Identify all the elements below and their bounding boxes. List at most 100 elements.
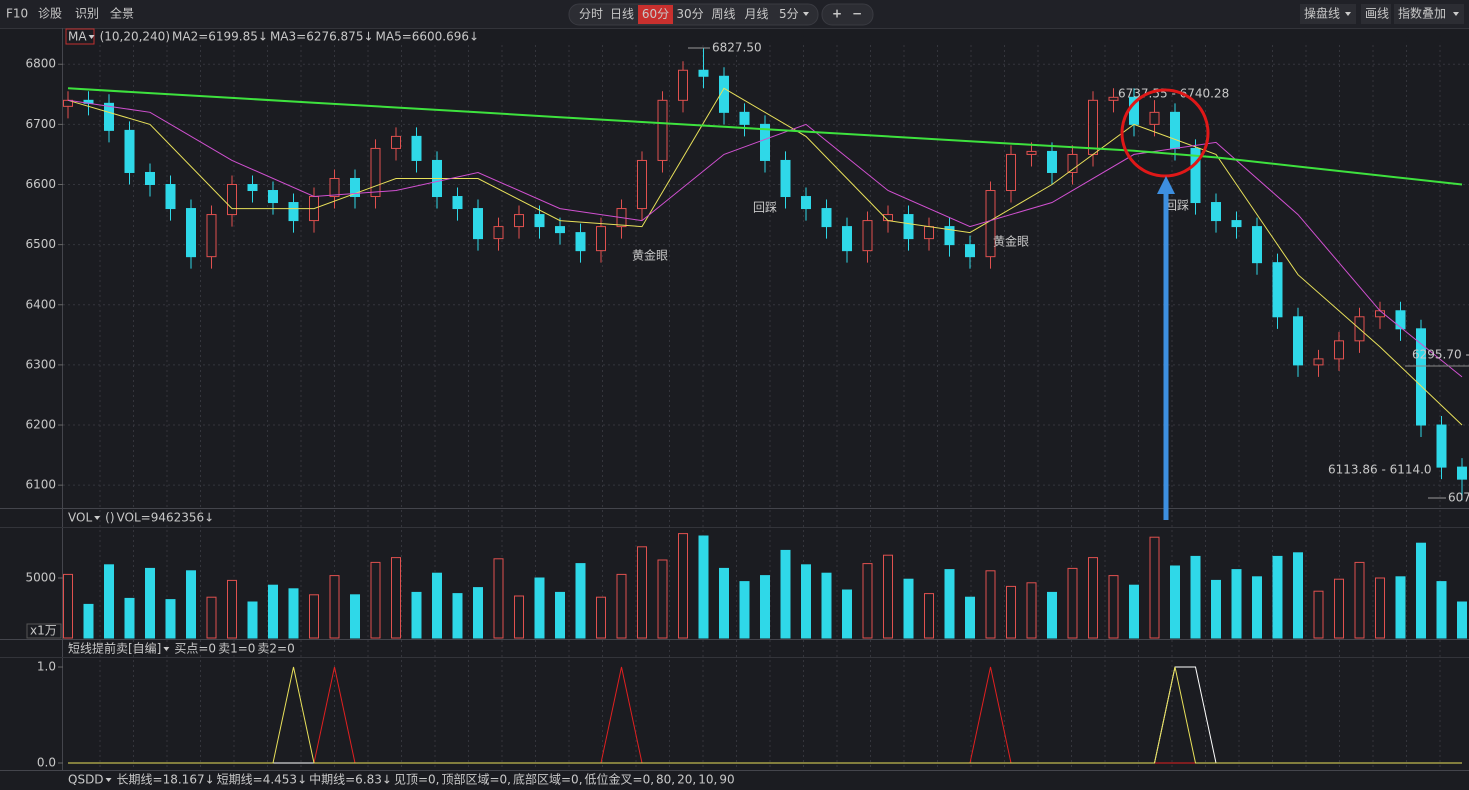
candle-body (1416, 328, 1426, 426)
candle-body (206, 214, 217, 258)
candle-body (1313, 358, 1324, 366)
volume-bar (637, 546, 647, 639)
candle-body (1395, 310, 1406, 330)
candle-body (821, 208, 832, 228)
tab-group (568, 3, 819, 26)
tab[interactable]: 30分 (676, 7, 703, 21)
toolbar-button[interactable]: 全景 (110, 6, 134, 21)
candle-body (842, 226, 852, 252)
volume-bar (452, 593, 463, 639)
candle-body (575, 232, 586, 252)
tab[interactable]: 60分 (642, 7, 669, 21)
toolbar-button[interactable]: F10 (6, 7, 28, 21)
volume-bar (247, 601, 258, 639)
volume-bar (965, 596, 975, 639)
highlight-arrow-head (1157, 176, 1175, 194)
volume-bar (801, 564, 811, 639)
volume-bar (555, 591, 565, 639)
candle-body (1334, 340, 1344, 360)
volume-bar (124, 597, 135, 639)
moving-average-line (67, 87, 1463, 426)
annotation: 黄金眼 (632, 248, 668, 263)
candle-body (391, 135, 401, 149)
legend-item: 买点=0 (174, 642, 216, 656)
dropdown-caret (163, 647, 170, 651)
candle-body (1108, 96, 1119, 101)
annotation: 回踩 (753, 201, 777, 215)
volume-bar (83, 603, 94, 639)
volume-bar (411, 591, 422, 639)
indicator-box (65, 28, 95, 45)
volume-bar (186, 570, 196, 639)
zoom-button[interactable]: − (852, 7, 862, 21)
candle-body (1252, 226, 1262, 264)
annotation: 6827.50 (712, 41, 762, 55)
toolbar-button[interactable]: 诊股 (38, 7, 62, 21)
legend-item: 底部区域=0, (513, 772, 583, 787)
signal-line (68, 666, 1462, 764)
legend-item: (10,20,240) (100, 30, 170, 44)
dropdown-caret (94, 516, 101, 520)
candle-body (165, 184, 176, 210)
candle-body (329, 177, 340, 198)
tab[interactable]: 分时 (579, 7, 603, 21)
volume-bar (534, 577, 545, 639)
volume-bar (1190, 555, 1201, 639)
legend-item: 长期线=18.167↓ (117, 773, 215, 787)
tab[interactable]: 日线 (610, 7, 634, 21)
volume-bar (1395, 576, 1406, 639)
candle-body (247, 184, 258, 192)
volume-bar (206, 596, 217, 639)
indicator-name[interactable]: 短线提前卖[自编] (68, 641, 161, 656)
volume-bar (1334, 578, 1344, 639)
dropdown-caret (88, 35, 95, 39)
toolbar-button[interactable]: 识别 (75, 7, 99, 21)
candle-body (555, 226, 565, 234)
toolbar-button[interactable]: 指数叠加 (1398, 6, 1446, 21)
candle-body (370, 147, 381, 198)
dropdown-caret (803, 12, 809, 16)
y-tick-label: 6500 (25, 237, 56, 251)
tab[interactable]: 5分 (779, 7, 799, 21)
volume-bar (678, 533, 688, 639)
toolbar-button[interactable]: 画线 (1365, 7, 1389, 21)
candle-body (1088, 99, 1098, 155)
volume-bar (739, 581, 750, 639)
legend-item: 顶部区域=0, (441, 772, 511, 787)
candle-body (1272, 262, 1283, 318)
candle-body (534, 214, 545, 228)
candle-body (1006, 153, 1016, 192)
indicator-name[interactable]: MA (68, 30, 87, 44)
legend-item: 20, (677, 773, 696, 787)
legend-item: 短期线=4.453↓ (217, 773, 307, 787)
volume-bar (657, 559, 668, 639)
legend-item: () (105, 511, 114, 525)
candle-body (1067, 153, 1078, 173)
tab[interactable]: 周线 (711, 7, 735, 21)
volume-bar (985, 570, 996, 639)
volume-bar (1416, 542, 1426, 639)
candle-body (1026, 150, 1037, 155)
volume-bar (575, 563, 586, 639)
y-tick-label: 6400 (25, 297, 56, 311)
legend-item: VOL=9462356↓ (117, 511, 215, 525)
y-tick-label: 6300 (25, 357, 56, 371)
tab[interactable]: 月线 (744, 7, 768, 21)
volume-bar (719, 567, 729, 639)
y-tick-label: 6200 (25, 418, 56, 432)
candle-body (1149, 111, 1160, 125)
volume-bar (473, 587, 483, 639)
y-tick-label: 6800 (25, 57, 56, 71)
annotation: 6113.86 - 6114.0 (1328, 463, 1432, 477)
candle-body (739, 111, 750, 125)
zoom-button[interactable]: + (832, 7, 842, 21)
toolbar-button[interactable]: 操盘线 (1304, 6, 1340, 21)
volume-bar (145, 567, 155, 639)
volume-bar (1088, 557, 1098, 639)
candle-body (698, 69, 709, 77)
indicator-name[interactable]: VOL (68, 511, 92, 525)
candle-body (452, 196, 463, 210)
candle-body (1211, 202, 1221, 222)
indicator-name[interactable]: QSDD (68, 773, 104, 787)
dropdown-caret (1453, 12, 1459, 16)
